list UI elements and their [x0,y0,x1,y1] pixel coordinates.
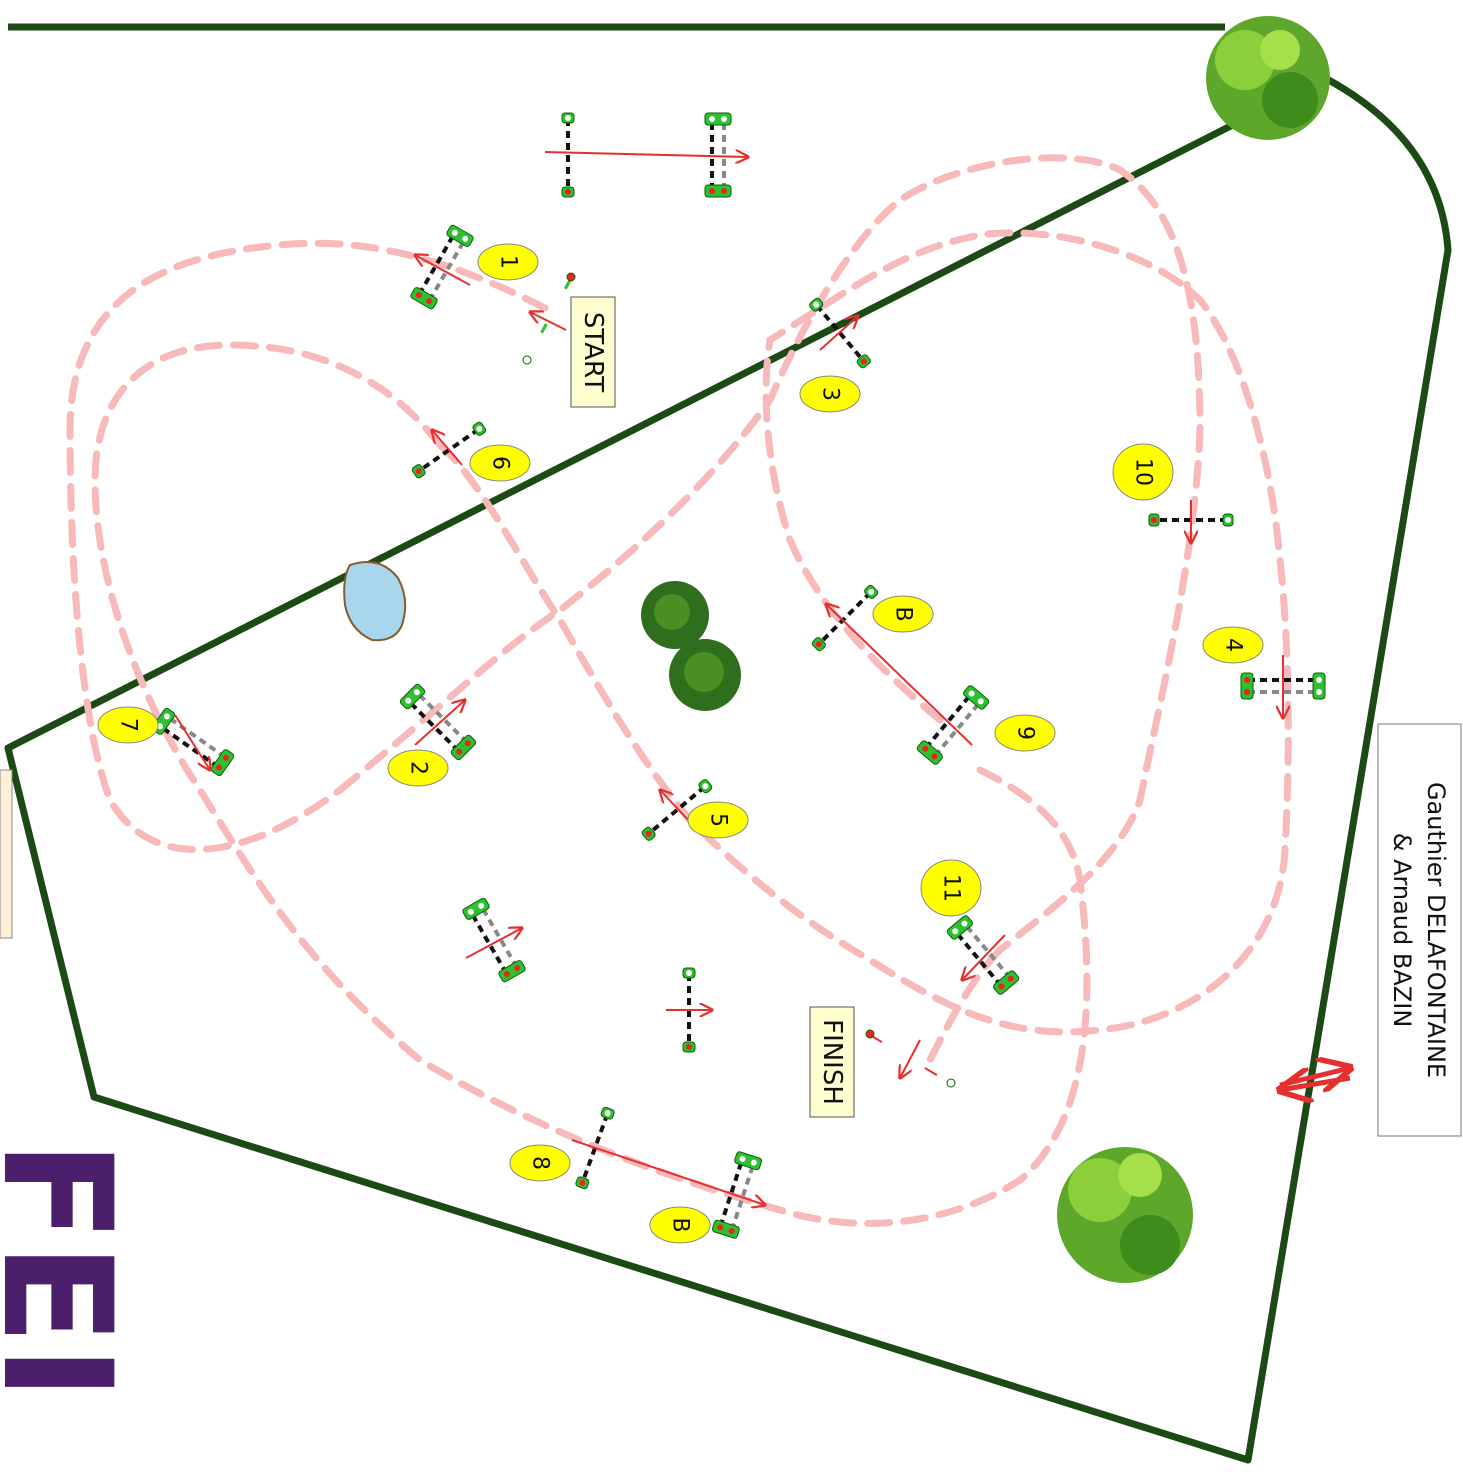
fence-7 [149,705,237,779]
badge-11: 11 [920,859,982,917]
entrance-gate-icon [1280,1068,1350,1090]
badge-b-9: B [872,595,934,633]
tree-icon-top-right [1206,16,1330,140]
designer-line-2: & Arnaud BAZIN [1388,833,1416,1028]
fei-logo-text: FEI [0,1140,143,1401]
practice-fence-top [544,111,748,199]
fence-8 [571,1104,765,1241]
fei-logo: FEI [0,1140,143,1401]
badge-7-label: 7 [116,718,141,732]
badge-b-8-label: B [668,1217,693,1232]
badge-4-label: 4 [1221,638,1246,652]
shrub-icon-center [641,581,741,711]
fence-4 [1239,655,1327,718]
designer-credit-box: Gauthier DELAFONTAINE & Arnaud BAZIN [1377,723,1462,1137]
badge-7: 7 [97,706,159,744]
badge-b-8: B [649,1206,711,1244]
finish-label: FINISH [817,1019,847,1105]
fence-3 [806,294,874,372]
arena-border [4,23,1452,1464]
fence-5 [638,776,716,844]
badge-9-label: 9 [1013,726,1038,740]
start-line [522,272,576,365]
fence-6 [409,418,489,482]
badge-9: 9 [994,714,1056,752]
fence-1 [407,222,477,312]
extra-fence-a [459,895,529,985]
badge-4: 4 [1202,626,1264,664]
start-label-box: START [570,296,616,408]
badge-3-label: 3 [818,387,843,401]
fence-10 [1147,500,1235,543]
badge-6: 6 [469,444,531,482]
badge-11-label: 11 [939,874,964,902]
badge-10-label: 10 [1131,458,1156,486]
finish-label-box: FINISH [809,1006,855,1118]
badge-5: 5 [687,801,749,839]
extra-fence-b [666,966,712,1054]
water-pond-icon [343,561,407,642]
fence-9 [811,584,992,768]
badge-3: 3 [799,375,861,413]
badge-2: 2 [387,749,449,787]
badge-8-label: 8 [528,1156,553,1170]
tree-icon-bottom-right [1057,1147,1193,1283]
side-info-box [0,769,13,939]
finish-line [865,1029,956,1088]
fence-2 [399,683,477,761]
badge-b-9-label: B [891,606,916,621]
start-label: START [578,312,608,392]
badge-2-label: 2 [406,761,431,775]
badge-5-label: 5 [706,813,731,827]
badge-10: 10 [1112,443,1174,501]
badge-1: 1 [477,243,539,281]
designer-line-1: Gauthier DELAFONTAINE [1422,782,1450,1078]
fence-11 [944,912,1022,998]
badge-1-label: 1 [496,255,521,269]
badge-8: 8 [509,1144,571,1182]
badge-6-label: 6 [488,456,513,470]
